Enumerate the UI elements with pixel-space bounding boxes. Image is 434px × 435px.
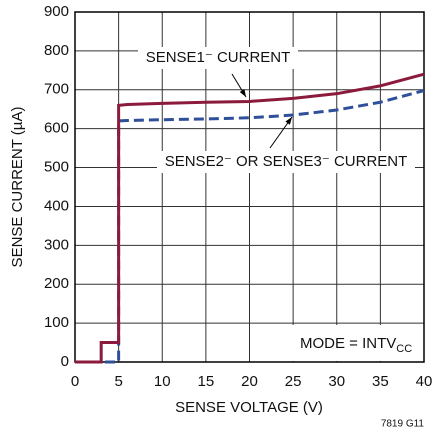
series-line bbox=[75, 72, 425, 364]
annotation-box bbox=[292, 325, 423, 361]
annotation-text: MODE = INTV bbox=[300, 335, 396, 352]
series-line bbox=[75, 89, 425, 364]
x-tick-label: 25 bbox=[285, 373, 302, 390]
y-tick-label: 900 bbox=[44, 3, 69, 20]
y-tick-label: 800 bbox=[44, 42, 69, 59]
x-tick-label: 5 bbox=[114, 373, 122, 390]
y-tick-label: 500 bbox=[44, 159, 69, 176]
y-tick-label: 700 bbox=[44, 81, 69, 98]
annotation-subscript: CC bbox=[396, 343, 412, 355]
x-tick-label: 15 bbox=[198, 373, 215, 390]
y-axis-label: SENSE CURRENT (µA) bbox=[9, 107, 26, 268]
y-tick-label: 600 bbox=[44, 120, 69, 137]
x-tick-label: 40 bbox=[416, 373, 433, 390]
y-tick-label: 100 bbox=[44, 314, 69, 331]
y-tick-label: 400 bbox=[44, 197, 69, 214]
y-tick-label: 0 bbox=[61, 353, 69, 370]
x-tick-label: 20 bbox=[241, 373, 258, 390]
label-background bbox=[157, 151, 415, 173]
annotation: MODE = INTVCC bbox=[300, 335, 412, 355]
x-tick-label: 0 bbox=[71, 373, 79, 390]
series-label: SENSE1⁻ CURRENT bbox=[146, 49, 291, 66]
x-tick-label: 10 bbox=[154, 373, 171, 390]
x-tick-label: 35 bbox=[372, 373, 389, 390]
footnote: 7819 G11 bbox=[381, 419, 425, 430]
arrow-head bbox=[239, 89, 246, 97]
x-tick-label: 30 bbox=[328, 373, 345, 390]
x-axis-label: SENSE VOLTAGE (V) bbox=[175, 399, 323, 416]
plot-frame bbox=[74, 11, 425, 363]
y-tick-label: 300 bbox=[44, 236, 69, 253]
y-tick-label: 200 bbox=[44, 275, 69, 292]
label-background bbox=[138, 47, 298, 69]
series-label: SENSE2⁻ OR SENSE3⁻ CURRENT bbox=[165, 153, 408, 170]
arrow-head bbox=[285, 117, 292, 125]
